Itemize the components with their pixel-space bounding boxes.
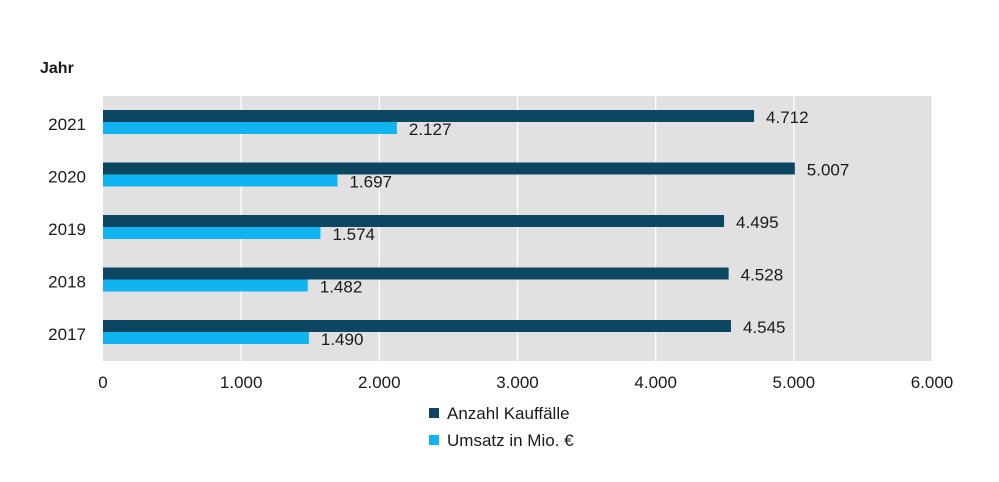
x-tick-label: 2.000 (358, 373, 401, 392)
bar (103, 279, 308, 292)
y-tick-label: 2019 (48, 220, 86, 239)
bar (103, 215, 725, 227)
x-tick-label: 1.000 (220, 373, 263, 392)
legend-label: Anzahl Kauffälle (447, 404, 570, 423)
x-tick-label: 3.000 (496, 373, 539, 392)
y-tick-label: 2018 (48, 273, 86, 292)
legend-swatch (429, 435, 439, 445)
data-label: 1.490 (321, 330, 364, 349)
bar (103, 320, 731, 332)
data-label: 1.482 (320, 278, 363, 297)
bar (103, 110, 755, 122)
data-label: 4.528 (741, 266, 784, 285)
data-label: 2.127 (409, 120, 452, 139)
y-tick-label: 2020 (48, 168, 86, 187)
bar (103, 227, 321, 239)
legend-swatch (429, 408, 439, 418)
y-tick-label: 2021 (48, 115, 86, 134)
data-label: 4.712 (766, 108, 809, 127)
x-tick-label: 0 (98, 373, 107, 392)
y-axis-title: Jahr (40, 60, 74, 77)
data-label: 4.495 (736, 213, 779, 232)
data-label: 1.697 (349, 173, 392, 192)
x-tick-label: 6.000 (911, 373, 954, 392)
legend-label: Umsatz in Mio. € (447, 431, 574, 450)
bar (103, 174, 338, 187)
x-tick-label: 5.000 (773, 373, 816, 392)
data-label: 4.545 (743, 318, 786, 337)
bar (103, 267, 729, 280)
y-tick-label: 2017 (48, 325, 86, 344)
bar (103, 122, 397, 134)
data-label: 1.574 (332, 225, 375, 244)
bar (103, 332, 309, 344)
data-label: 5.007 (807, 161, 850, 180)
x-tick-label: 4.000 (634, 373, 677, 392)
bar (103, 162, 795, 175)
